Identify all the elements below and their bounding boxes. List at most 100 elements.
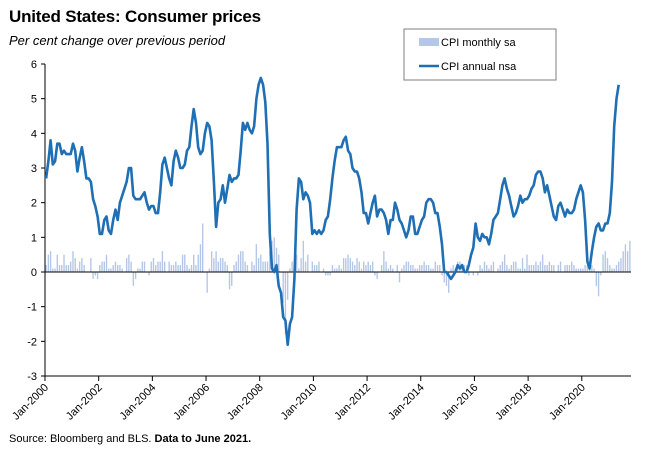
monthly-bar — [231, 272, 233, 286]
monthly-bar — [624, 244, 627, 272]
monthly-bar — [613, 268, 615, 272]
monthly-bar — [96, 272, 99, 279]
monthly-bar — [588, 268, 591, 272]
monthly-bar — [550, 265, 553, 272]
monthly-bar — [517, 268, 519, 272]
x-tick-label: Jan-2000 — [10, 382, 51, 423]
x-axis: Jan-2000 Jan-2002 Jan-2004 Jan-2006 Jan-2008… — [10, 376, 588, 423]
monthly-bar — [103, 261, 105, 272]
monthly-bar — [414, 268, 416, 272]
monthly-bar — [530, 265, 533, 272]
monthly-bar — [322, 268, 325, 272]
y-tick-label: -2 — [27, 336, 37, 348]
monthly-bar — [472, 272, 475, 276]
monthly-bar — [367, 261, 369, 272]
monthly-bar — [262, 261, 264, 272]
monthly-bar — [152, 258, 155, 272]
chart-title: United States: Consumer prices — [9, 7, 261, 26]
monthly-bar — [240, 251, 242, 272]
monthly-bar — [61, 265, 63, 272]
monthly-bar — [356, 258, 358, 272]
monthly-bar — [67, 265, 70, 272]
monthly-bar — [363, 261, 365, 272]
monthly-bar — [539, 261, 542, 272]
monthly-bar — [148, 272, 150, 276]
monthly-bar — [369, 265, 372, 272]
monthly-bar — [501, 261, 504, 272]
monthly-bar — [407, 261, 410, 272]
monthly-bar — [537, 265, 539, 272]
monthly-bar — [626, 251, 629, 272]
monthly-bar — [477, 272, 479, 276]
monthly-bar — [461, 268, 463, 272]
y-tick-label: 5 — [31, 94, 37, 106]
source-text: Source: Bloomberg and BLS. — [9, 433, 155, 445]
monthly-bar — [582, 268, 584, 272]
monthly-bar — [224, 261, 226, 272]
monthly-bar — [141, 261, 143, 272]
monthly-bar — [490, 265, 492, 272]
monthly-bar — [358, 261, 360, 272]
monthly-bar — [541, 254, 544, 272]
legend-label-monthly: CPI monthly sa — [441, 37, 516, 49]
monthly-bar — [186, 265, 188, 272]
monthly-bar — [488, 268, 490, 272]
source-note: Source: Bloomberg and BLS. Data to June … — [9, 433, 251, 445]
monthly-bar — [421, 265, 423, 272]
x-tick-label: Jan-2002 — [64, 382, 105, 423]
monthly-bar — [559, 261, 562, 272]
monthly-bar — [282, 272, 284, 304]
monthly-bar — [92, 272, 94, 279]
monthly-bar — [345, 258, 347, 272]
monthly-bar — [275, 247, 278, 272]
monthly-bar — [620, 258, 622, 272]
monthly-bar — [586, 265, 589, 272]
monthly-bar — [557, 265, 560, 272]
x-tick-label: Jan-2016 — [440, 382, 481, 423]
monthly-bar — [575, 268, 577, 272]
monthly-bar — [450, 268, 452, 272]
monthly-bar — [49, 251, 52, 272]
monthly-bar — [436, 265, 439, 272]
monthly-bar — [571, 261, 573, 272]
monthly-bar — [119, 265, 121, 272]
monthly-bar — [336, 268, 338, 272]
monthly-bar — [168, 261, 170, 272]
monthly-bar — [602, 254, 604, 272]
monthly-bar — [76, 268, 79, 272]
monthly-bar — [302, 240, 305, 272]
monthly-bar — [217, 261, 220, 272]
monthly-bar — [215, 251, 217, 272]
monthly-bar — [81, 258, 83, 272]
monthly-bar — [273, 237, 275, 272]
monthly-bar — [307, 254, 309, 272]
monthly-bar — [566, 265, 568, 272]
monthly-bar — [389, 265, 392, 272]
monthly-bar — [112, 265, 114, 272]
y-tick-label: 6 — [31, 59, 37, 71]
monthly-bar — [99, 265, 101, 272]
monthly-bar — [128, 254, 130, 272]
monthly-bar — [611, 268, 613, 272]
monthly-bar — [468, 272, 470, 276]
monthly-bar — [116, 265, 119, 272]
monthly-bar — [521, 258, 524, 272]
monthly-bar — [201, 223, 204, 272]
monthly-bar — [481, 268, 483, 272]
monthly-bar — [210, 251, 213, 272]
monthly-bar — [597, 272, 600, 297]
monthly-bar — [508, 268, 510, 272]
legend-swatch-monthly — [419, 38, 439, 46]
monthly-bar — [226, 265, 228, 272]
monthly-bar — [425, 265, 428, 272]
monthly-bar — [208, 268, 211, 272]
monthly-bar — [606, 258, 609, 272]
x-tick-label: Jan-2010 — [279, 382, 320, 423]
monthly-bar — [387, 268, 390, 272]
y-tick-label: 3 — [31, 163, 37, 175]
x-tick-label: Jan-2008 — [225, 382, 266, 423]
monthly-bar — [260, 254, 262, 272]
monthly-bar — [401, 268, 403, 272]
monthly-bar — [304, 261, 307, 272]
monthly-bar — [134, 272, 137, 279]
